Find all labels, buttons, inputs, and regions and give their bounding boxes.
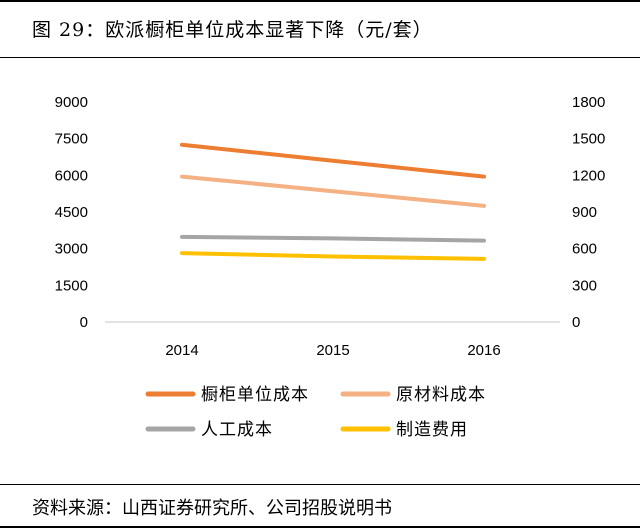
legend-label: 橱柜单位成本 bbox=[201, 385, 309, 405]
right-tick-label: 1800 bbox=[572, 94, 605, 111]
title-bar: 图 29：欧派橱柜单位成本显著下降（元/套） bbox=[0, 0, 640, 58]
left-tick-label: 3000 bbox=[55, 241, 88, 258]
right-tick-label: 900 bbox=[572, 204, 597, 221]
x-axis: 2014 2015 2016 bbox=[165, 342, 500, 359]
legend-item: 人工成本 bbox=[145, 420, 273, 440]
legend-label: 人工成本 bbox=[201, 420, 273, 440]
legend-item: 原材料成本 bbox=[340, 385, 486, 405]
series-line bbox=[180, 251, 486, 261]
right-tick-label: 1500 bbox=[572, 131, 605, 148]
right-axis: 1800 1500 1200 900 600 300 0 bbox=[572, 94, 605, 331]
left-tick-label: 7500 bbox=[55, 131, 88, 148]
series-lines bbox=[180, 142, 486, 261]
left-tick-label: 6000 bbox=[55, 167, 88, 184]
left-axis: 9000 7500 6000 4500 3000 1500 0 bbox=[55, 94, 88, 331]
right-tick-label: 0 bbox=[572, 314, 580, 331]
x-tick-label: 2015 bbox=[316, 342, 349, 359]
left-tick-label: 9000 bbox=[55, 94, 88, 111]
legend-item: 制造费用 bbox=[340, 420, 468, 440]
left-tick-label: 1500 bbox=[55, 277, 88, 294]
x-tick-label: 2014 bbox=[165, 342, 198, 359]
right-tick-label: 1200 bbox=[572, 167, 605, 184]
series-line bbox=[180, 234, 486, 243]
chart-title: 图 29：欧派橱柜单位成本显著下降（元/套） bbox=[32, 19, 433, 41]
left-tick-label: 0 bbox=[80, 314, 88, 331]
left-tick-label: 4500 bbox=[55, 204, 88, 221]
source-bar: 资料来源：山西证券研究所、公司招股说明书 bbox=[0, 484, 640, 528]
legend-item: 橱柜单位成本 bbox=[145, 385, 309, 405]
legend-label: 制造费用 bbox=[396, 420, 468, 440]
right-tick-label: 300 bbox=[572, 277, 597, 294]
series-line bbox=[180, 142, 486, 179]
series-line bbox=[180, 174, 486, 208]
legend-label: 原材料成本 bbox=[396, 385, 486, 405]
right-tick-label: 600 bbox=[572, 241, 597, 258]
x-tick-label: 2016 bbox=[467, 342, 500, 359]
source-note: 资料来源：山西证券研究所、公司招股说明书 bbox=[32, 498, 392, 519]
